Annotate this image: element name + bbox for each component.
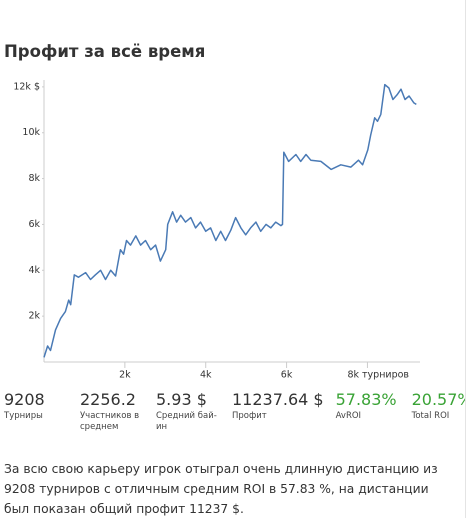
stat: 20.57% Total ROI: [411, 390, 465, 433]
stat-value: 11237.64 $: [232, 390, 324, 409]
stat-value: 9208: [4, 390, 45, 409]
stat-label: Средний бай-ин: [156, 411, 217, 432]
stat-value: 57.83%: [335, 390, 397, 409]
y-tick-label: 10k: [22, 127, 40, 138]
y-tick-label: 12k $: [13, 81, 40, 92]
x-tick-label: 6k: [281, 370, 293, 381]
stat: 11237.64 $ Профит: [232, 390, 324, 433]
stat-label: Турниры: [4, 411, 43, 421]
x-tick-label: 8k турниров: [347, 370, 409, 381]
x-tick-label: 4k: [200, 370, 212, 381]
x-tick-label: 2k: [119, 370, 131, 381]
description: За всю свою карьеру игрок отыграл очень …: [4, 462, 438, 516]
stat-value: 5.93 $: [156, 390, 207, 409]
stat-label: Профит: [232, 411, 267, 421]
y-tick-label: 6k: [28, 219, 40, 230]
title: Профит за всё время: [4, 42, 206, 61]
stat: 57.83% AvROI: [336, 390, 400, 433]
stat-label: Total ROI: [411, 411, 450, 421]
stat: 2256.2 Участников в среднем: [80, 390, 144, 433]
stat-value: 2256.2: [80, 390, 136, 409]
stat: 5.93 $ Средний бай-ин: [156, 390, 220, 433]
y-tick-label: 8k: [28, 173, 40, 184]
line: [43, 83, 417, 358]
stat-value: 20.57%: [411, 390, 465, 409]
stats: 9208 Турниры 2256.2 Участников в среднем 5.9…: [4, 390, 465, 433]
y-tick-label: 2k: [28, 311, 40, 322]
y-tick-label: 4k: [28, 265, 40, 276]
stat: 9208 Турниры: [4, 390, 68, 433]
chart: 2k 4k 6k 8k 10k 12k $ 2k 4k 6k 8k турниров: [13, 80, 420, 381]
stat-label: AvROI: [335, 411, 362, 421]
stat-label: Участников в среднем: [80, 411, 140, 432]
